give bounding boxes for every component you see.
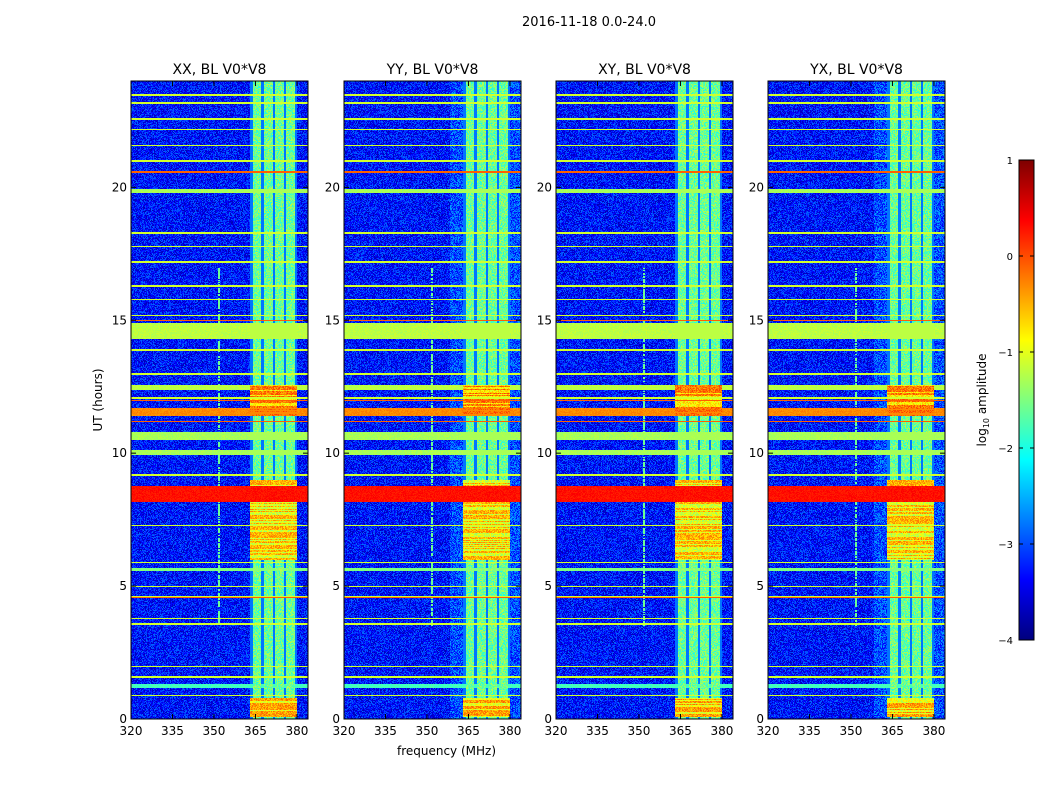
y-tick-label: 15: [537, 313, 552, 327]
y-tick-label: 15: [325, 313, 340, 327]
y-tick-label: 10: [112, 446, 127, 460]
colorbar-tick-label: −2: [998, 444, 1013, 455]
figure-title: 2016-11-18 0.0-24.0: [522, 15, 656, 30]
panel-title: XY, BL V0*V8: [598, 62, 691, 78]
x-axis-label: frequency (MHz): [397, 744, 496, 758]
y-tick-label: 0: [544, 712, 552, 726]
y-tick-label: 0: [119, 712, 127, 726]
y-tick-label: 5: [332, 579, 340, 593]
x-tick-label: 380: [285, 724, 308, 738]
y-tick-label: 20: [749, 180, 764, 194]
y-tick-label: 10: [749, 446, 764, 460]
x-tick-label: 365: [881, 724, 904, 738]
colorbar-tick-label: 1: [1007, 156, 1013, 167]
colorbar-tick-label: −4: [998, 636, 1013, 647]
x-tick-label: 320: [545, 724, 568, 738]
x-tick-label: 350: [840, 724, 863, 738]
panel-axes-1: YY, BL V0*V8 320 335 350 365 380 0 5 10 15 20 frequ…: [325, 62, 522, 758]
y-tick-label: 20: [112, 180, 127, 194]
x-tick-label: 320: [757, 724, 780, 738]
y-tick-label: 15: [112, 313, 127, 327]
y-tick-label: 20: [325, 180, 340, 194]
y-tick-label: 5: [119, 579, 127, 593]
y-tick-label: 10: [325, 446, 340, 460]
panel-axes-2: XY, BL V0*V8 320 335 350 365 380 0 5 10 15 20: [537, 62, 734, 738]
x-tick-label: 380: [922, 724, 945, 738]
y-tick-label: 0: [332, 712, 340, 726]
panel-frame: [767, 80, 946, 720]
panel-title: YY, BL V0*V8: [386, 62, 479, 78]
x-tick-label: 335: [161, 724, 184, 738]
panel-frame: [343, 80, 522, 720]
y-tick-label: 10: [537, 446, 552, 460]
y-tick-label: 20: [537, 180, 552, 194]
x-tick-label: 350: [416, 724, 439, 738]
x-tick-label: 350: [628, 724, 651, 738]
y-tick-label: 5: [544, 579, 552, 593]
colorbar-frame: [1018, 159, 1035, 641]
colorbar-label-sub: 10: [982, 418, 991, 428]
x-tick-label: 365: [669, 724, 692, 738]
colorbar-tick-label: −1: [998, 348, 1013, 359]
y-tick-label: 0: [756, 712, 764, 726]
x-tick-label: 380: [498, 724, 521, 738]
panel-frame: [555, 80, 734, 720]
colorbar-label: log10 amplitude: [975, 354, 991, 447]
y-tick-label: 15: [749, 313, 764, 327]
x-tick-label: 350: [203, 724, 226, 738]
panel-axes-0: XX, BL V0*V8 320 335 350 365 380 0 5 10 15 20: [112, 62, 309, 738]
colorbar-label-rest: amplitude: [975, 354, 989, 418]
panel-axes-3: YX, BL V0*V8 320 335 350 365 380 0 5 10 15 20: [749, 62, 946, 738]
x-tick-label: 380: [710, 724, 733, 738]
x-tick-label: 335: [374, 724, 397, 738]
x-tick-label: 320: [120, 724, 143, 738]
x-tick-label: 320: [333, 724, 356, 738]
spectrogram-3: [768, 81, 945, 719]
x-tick-label: 335: [586, 724, 609, 738]
x-tick-label: 335: [798, 724, 821, 738]
panel-title: YX, BL V0*V8: [809, 62, 903, 78]
x-tick-label: 365: [457, 724, 480, 738]
x-tick-label: 365: [244, 724, 267, 738]
spectrogram-1: [344, 81, 521, 719]
colorbar-label-main: log: [975, 428, 989, 446]
colorbar-tick-label: −3: [998, 540, 1013, 551]
spectrogram-2: [556, 81, 733, 719]
panel-title: XX, BL V0*V8: [173, 62, 267, 78]
colorbar-tick-label: 0: [1007, 252, 1013, 263]
y-axis-label: UT (hours): [91, 368, 105, 431]
colorbar: [1019, 160, 1034, 640]
spectrogram-0: [131, 81, 308, 719]
y-tick-label: 5: [756, 579, 764, 593]
panel-frame: [130, 80, 309, 720]
